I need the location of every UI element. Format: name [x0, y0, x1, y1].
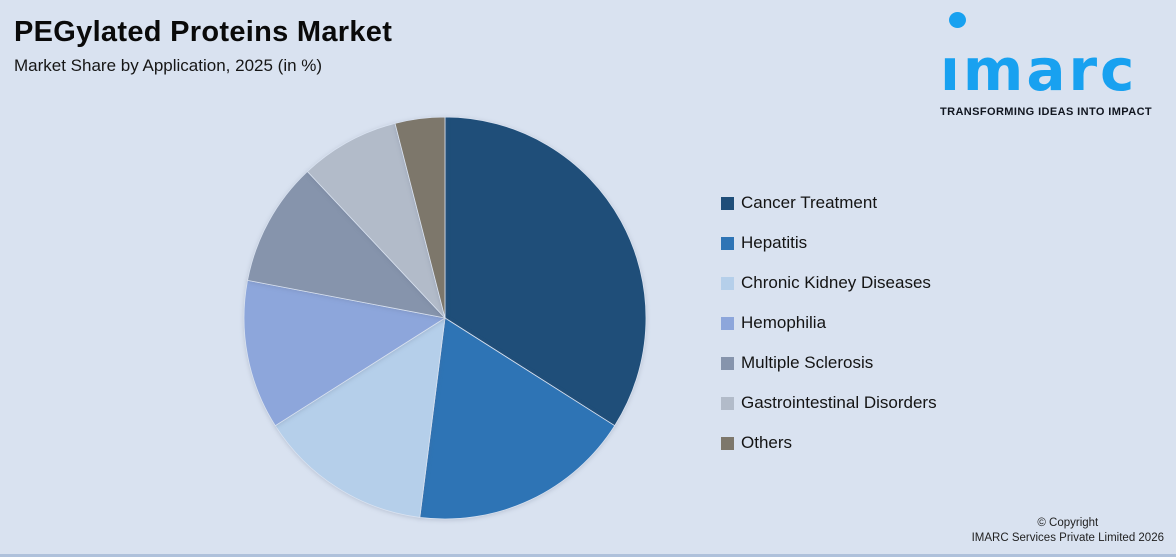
logo-tagline: TRANSFORMING IDEAS INTO IMPACT: [940, 106, 1153, 118]
legend-item-hepatitis: Hepatitis: [721, 232, 937, 254]
legend-swatch-gastrointestinal-disorders: [721, 396, 734, 410]
legend-swatch-multiple-sclerosis: [721, 356, 734, 370]
pie-slice-chronic-kidney-diseases: [274, 317, 446, 518]
pie-slice-others: [394, 116, 446, 319]
legend-label-gastrointestinal-disorders: Gastrointestinal Disorders: [741, 393, 937, 412]
legend-swatch-hemophilia: [721, 316, 734, 330]
legend-label-multiple-sclerosis: Multiple Sclerosis: [741, 353, 874, 372]
legend-item-chronic-kidney-diseases: Chronic Kidney Diseases: [721, 272, 937, 294]
pie-slice-cancer-treatment: [444, 116, 647, 427]
legend-label-cancer-treatment: Cancer Treatment: [741, 193, 878, 212]
pie-slice-hepatitis: [419, 317, 616, 520]
logo-i-dot-icon: [949, 12, 966, 28]
copyright-line1: © Copyright: [1037, 517, 1099, 530]
page-subtitle: Market Share by Application, 2025 (in %): [14, 56, 323, 76]
legend-swatch-hepatitis: [721, 236, 734, 250]
copyright-notice: © Copyright IMARC Services Private Limit…: [972, 516, 1164, 546]
copyright-line2: IMARC Services Private Limited 2026: [971, 532, 1164, 545]
legend-label-hemophilia: Hemophilia: [741, 313, 827, 332]
legend-swatch-chronic-kidney-diseases: [721, 276, 734, 290]
pie-slice-gastrointestinal-disorders: [306, 122, 446, 319]
bottom-accent-bar: [0, 554, 1176, 557]
legend-label-hepatitis: Hepatitis: [741, 233, 808, 252]
page-title: PEGylated Proteins Market: [14, 16, 393, 48]
chart-header: PEGylated Proteins Market Market Share b…: [14, 16, 392, 76]
legend-item-others: Others: [721, 432, 937, 454]
legend-item-cancer-treatment: Cancer Treatment: [721, 192, 937, 214]
logo-wordmark: ımarc: [940, 6, 1168, 104]
pie-slice-multiple-sclerosis: [247, 170, 447, 319]
pie-slice-hemophilia: [243, 279, 447, 427]
chart-legend: Cancer Treatment Hepatitis Chronic Kidne…: [721, 192, 937, 472]
imarc-logo: ımarc TRANSFORMING IDEAS INTO IMPACT: [940, 6, 1168, 118]
legend-item-gastrointestinal-disorders: Gastrointestinal Disorders: [721, 392, 937, 414]
legend-swatch-others: [721, 436, 734, 450]
legend-swatch-cancer-treatment: [721, 196, 734, 210]
legend-item-hemophilia: Hemophilia: [721, 312, 937, 334]
legend-label-chronic-kidney-diseases: Chronic Kidney Diseases: [741, 273, 931, 292]
logo-brand-text: ımarc: [940, 35, 1138, 104]
legend-label-others: Others: [741, 433, 793, 452]
legend-item-multiple-sclerosis: Multiple Sclerosis: [721, 352, 937, 374]
